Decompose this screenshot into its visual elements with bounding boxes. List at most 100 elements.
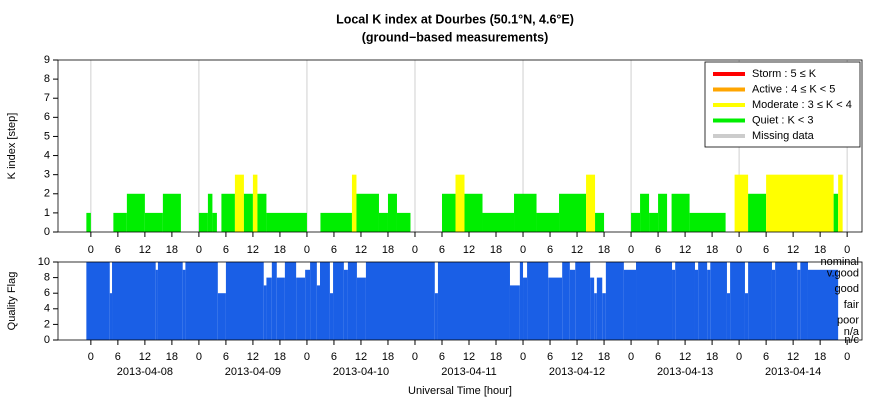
bar <box>689 212 726 232</box>
bar <box>658 193 668 232</box>
bar <box>838 174 843 232</box>
bar <box>536 212 560 232</box>
x-tick-label: 18 <box>166 244 178 256</box>
date-label: 2013-04-08 <box>117 366 173 378</box>
quality-level-label: poor <box>837 314 859 326</box>
x-tick-label: 12 <box>571 351 583 363</box>
bar <box>523 277 528 340</box>
x-tick-label: 6 <box>223 351 229 363</box>
bar <box>594 293 597 340</box>
y-tick-label: 9 <box>44 54 50 66</box>
x-tick-label: 18 <box>814 351 826 363</box>
chart-subtitle: (ground−based measurements) <box>362 30 549 44</box>
x-tick-label: 0 <box>196 244 202 256</box>
y-tick-label: 6 <box>44 111 50 123</box>
x-tick-label: 0 <box>844 351 850 363</box>
x-tick-label: 12 <box>247 351 259 363</box>
bar <box>387 193 397 232</box>
bar <box>296 277 306 340</box>
x-axis-label: Universal Time [hour] <box>408 385 512 397</box>
x-tick-label: 12 <box>355 351 367 363</box>
x-tick-label: 0 <box>628 244 634 256</box>
x-tick-label: 0 <box>196 351 202 363</box>
bar <box>509 285 520 340</box>
bar <box>284 262 297 340</box>
bar <box>800 262 808 340</box>
bar <box>730 262 745 340</box>
bar <box>243 193 253 232</box>
bar <box>310 262 317 340</box>
x-tick-label: 18 <box>598 351 610 363</box>
x-tick-label: 18 <box>274 244 286 256</box>
y-tick-label: 8 <box>44 272 50 284</box>
bar <box>672 269 676 340</box>
x-tick-label: 12 <box>679 244 691 256</box>
bar <box>437 262 510 340</box>
x-tick-label: 18 <box>274 351 286 363</box>
x-tick-label: 6 <box>655 244 661 256</box>
bar <box>319 262 330 340</box>
bar <box>217 293 226 340</box>
x-tick-label: 12 <box>355 244 367 256</box>
y-tick-label: 7 <box>44 92 50 104</box>
y-tick-label: 2 <box>44 188 50 200</box>
bar <box>434 293 438 340</box>
x-tick-label: 6 <box>439 351 445 363</box>
y-tick-label: 0 <box>44 334 50 346</box>
bar <box>271 262 277 340</box>
bar <box>212 212 217 232</box>
bar <box>112 262 156 340</box>
bar <box>675 262 695 340</box>
x-tick-label: 18 <box>382 351 394 363</box>
x-tick-label: 18 <box>490 244 502 256</box>
x-tick-label: 18 <box>706 244 718 256</box>
x-tick-label: 18 <box>382 244 394 256</box>
bar <box>527 262 549 340</box>
legend-label: Storm : 5 ≤ K <box>752 68 817 80</box>
bar <box>595 212 605 232</box>
legend-label: Quiet : K < 3 <box>752 114 813 126</box>
x-tick-label: 12 <box>679 351 691 363</box>
bar <box>726 293 731 340</box>
bar <box>548 277 563 340</box>
bar <box>221 193 235 232</box>
bar <box>698 262 708 340</box>
bar <box>257 193 267 232</box>
bar <box>707 269 711 340</box>
bar <box>365 262 435 340</box>
bar <box>356 193 379 232</box>
bar <box>640 193 650 232</box>
y-tick-label: 8 <box>44 73 50 85</box>
bar <box>734 174 749 232</box>
bar <box>602 293 606 340</box>
bar <box>694 269 699 340</box>
legend-label: Active : 4 ≤ K < 5 <box>752 83 835 95</box>
bar <box>144 212 163 232</box>
x-tick-label: 18 <box>598 244 610 256</box>
bar <box>198 212 208 232</box>
quality-level-label: fair <box>844 299 860 311</box>
x-tick-label: 0 <box>520 351 526 363</box>
plot-frame <box>57 261 863 341</box>
bar <box>807 269 839 340</box>
bar <box>671 193 690 232</box>
bar <box>225 262 264 340</box>
bar <box>263 285 267 340</box>
bar <box>748 193 767 232</box>
bar <box>514 193 537 232</box>
bar <box>833 193 839 232</box>
bar <box>343 269 348 340</box>
bar <box>86 262 110 340</box>
x-tick-label: 6 <box>655 351 661 363</box>
date-label: 2013-04-09 <box>225 366 281 378</box>
chart-title: Local K index at Dourbes (50.1°N, 4.6°E) <box>336 12 574 26</box>
bar <box>329 293 334 340</box>
bar <box>455 174 465 232</box>
bar <box>276 277 285 340</box>
y-tick-label: 4 <box>44 149 50 161</box>
bar <box>771 269 776 340</box>
bar <box>649 212 659 232</box>
x-tick-label: 0 <box>736 351 742 363</box>
bar <box>766 174 834 232</box>
bar <box>744 293 749 340</box>
